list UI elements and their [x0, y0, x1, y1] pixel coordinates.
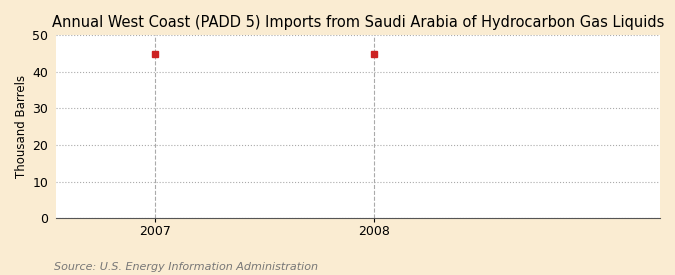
- Y-axis label: Thousand Barrels: Thousand Barrels: [15, 75, 28, 178]
- Title: Annual West Coast (PADD 5) Imports from Saudi Arabia of Hydrocarbon Gas Liquids: Annual West Coast (PADD 5) Imports from …: [52, 15, 664, 30]
- Text: Source: U.S. Energy Information Administration: Source: U.S. Energy Information Administ…: [54, 262, 318, 272]
